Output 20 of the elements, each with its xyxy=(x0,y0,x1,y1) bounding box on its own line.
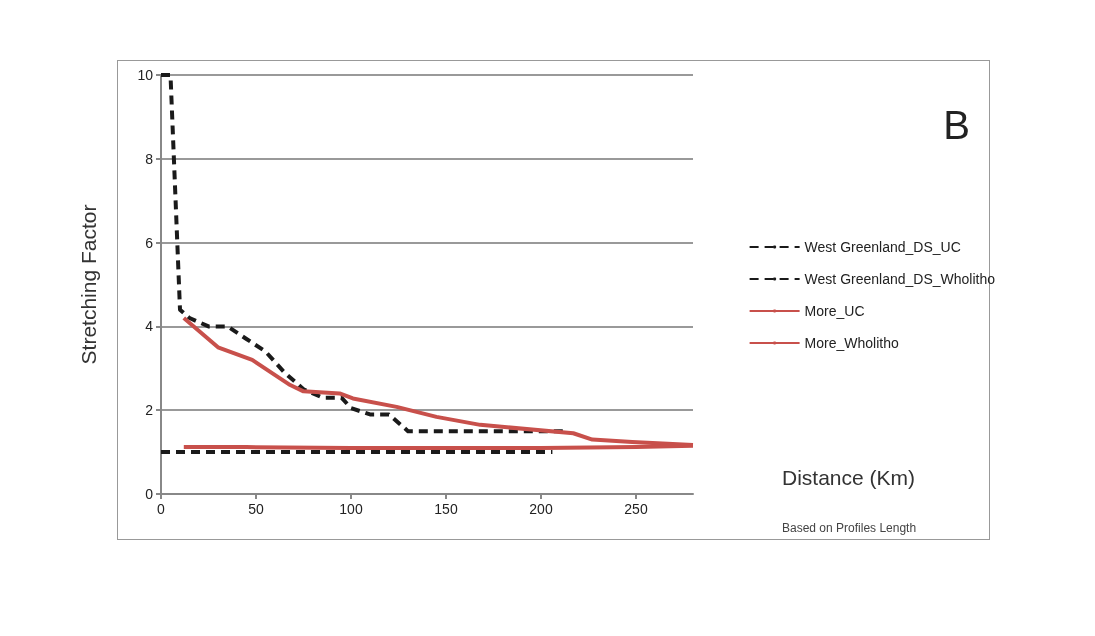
y-tick-label: 10 xyxy=(137,67,154,83)
x-axis-title: Distance (Km) xyxy=(782,466,916,489)
y-tick-label: 8 xyxy=(145,150,154,167)
y-axis-title: Stretching Factor xyxy=(77,204,100,365)
x-tick-label: 50 xyxy=(248,501,264,517)
legend-label: More_UC xyxy=(804,303,865,319)
y-tick-label: 4 xyxy=(145,318,154,335)
x-tick-label: 200 xyxy=(529,501,553,517)
y-tick-label: 0 xyxy=(145,486,154,502)
text: B xyxy=(943,103,971,147)
x-tick-label: 150 xyxy=(434,501,458,517)
y-tick-label: 6 xyxy=(145,234,154,251)
legend-label: West Greenland_DS_Wholitho xyxy=(804,271,996,287)
text: Based on Profiles Length xyxy=(782,521,917,535)
y-tick-label: 2 xyxy=(145,402,154,419)
legend-label: West Greenland_DS_UC xyxy=(804,239,961,255)
legend-label: More_Wholitho xyxy=(804,335,899,351)
x-tick-label: 0 xyxy=(157,501,166,517)
x-tick-label: 250 xyxy=(624,501,648,517)
x-tick-label: 100 xyxy=(339,501,363,517)
